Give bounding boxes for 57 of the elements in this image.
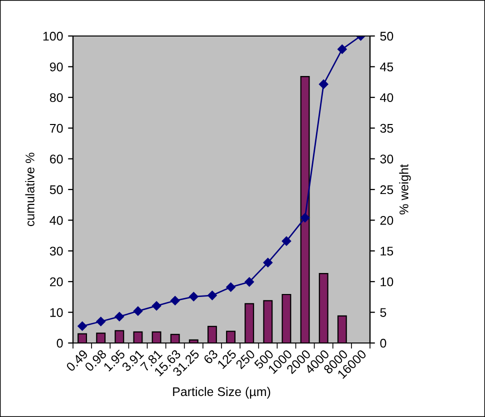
point bbox=[338, 44, 347, 54]
y-tick-label: 10 bbox=[50, 308, 63, 317]
point bbox=[244, 277, 254, 287]
point bbox=[189, 292, 198, 302]
bar bbox=[263, 300, 273, 343]
y2-axis-title: % weight bbox=[399, 164, 411, 214]
y-tick-label: 50 bbox=[50, 185, 63, 194]
bar bbox=[337, 315, 347, 343]
bar bbox=[318, 273, 328, 343]
y-tick-label: 100 bbox=[43, 32, 63, 41]
y2-tick-label: 30 bbox=[380, 154, 394, 164]
bar bbox=[114, 330, 124, 343]
point bbox=[208, 290, 217, 300]
bar bbox=[96, 332, 106, 343]
point bbox=[170, 296, 180, 306]
point bbox=[114, 312, 124, 322]
bar bbox=[152, 331, 162, 343]
y2-tick-label: 15 bbox=[380, 246, 394, 256]
point bbox=[133, 306, 143, 316]
y-tick-label: 0 bbox=[56, 338, 63, 348]
point bbox=[96, 316, 106, 326]
y-tick-label: 90 bbox=[50, 62, 63, 72]
point bbox=[318, 80, 328, 89]
y2-tick-label: 45 bbox=[380, 62, 394, 72]
y2-tick-label: 10 bbox=[380, 277, 394, 286]
y2-tick-label: 35 bbox=[380, 124, 394, 133]
y2-tick-label: 5 bbox=[380, 308, 386, 317]
y2-tick-label: 25 bbox=[380, 185, 394, 194]
bar bbox=[207, 326, 217, 343]
y-tick-label: 70 bbox=[50, 124, 63, 133]
bar bbox=[244, 303, 254, 343]
bar bbox=[300, 76, 310, 343]
y2-tick-label: 20 bbox=[380, 216, 394, 225]
y2-tick-label: 50 bbox=[380, 32, 394, 41]
point bbox=[263, 258, 273, 268]
x-tick-label: 63 bbox=[203, 349, 218, 364]
point bbox=[152, 301, 162, 310]
point bbox=[300, 213, 310, 222]
bar bbox=[170, 334, 180, 343]
y-tick-label: 30 bbox=[50, 246, 63, 256]
y-tick-label: 60 bbox=[50, 154, 63, 164]
bar bbox=[133, 331, 143, 343]
x-tick-label: 125 bbox=[216, 349, 237, 370]
bar bbox=[226, 330, 236, 343]
y-tick-label: 80 bbox=[50, 93, 63, 102]
x-axis-title: Particle Size (µm) bbox=[173, 386, 270, 399]
y2-tick-label: 40 bbox=[380, 93, 394, 102]
bar bbox=[282, 294, 292, 343]
point bbox=[282, 236, 292, 246]
x-tick-label: 250 bbox=[235, 349, 256, 370]
y-axis-title: cumulative % bbox=[25, 152, 34, 226]
y-tick-label: 20 bbox=[50, 277, 63, 286]
y2-tick-label: 0 bbox=[380, 338, 386, 348]
point bbox=[78, 321, 87, 331]
point bbox=[226, 282, 236, 292]
y-tick-label: 40 bbox=[50, 216, 63, 225]
bar bbox=[78, 333, 88, 343]
